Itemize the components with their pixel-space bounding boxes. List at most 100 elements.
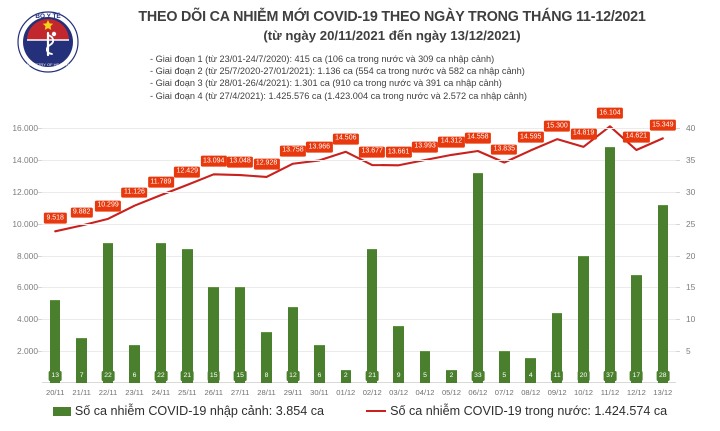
- y-axis-left-tickmark: [38, 128, 42, 129]
- y-axis-left-tickmark: [38, 223, 42, 225]
- bar-10-12[interactable]: [578, 255, 589, 383]
- y-axis-right-tick: 25: [686, 218, 696, 229]
- y-axis-left-tickmark: [38, 159, 42, 161]
- x-axis-label-01-12: 01/12: [336, 388, 356, 397]
- y-axis-right-tick: 35: [686, 154, 696, 165]
- bar-cap: [102, 242, 114, 244]
- y-axis-right-tickmark: [676, 351, 680, 353]
- y-axis-right-tick: 40: [686, 123, 696, 133]
- bar-04-12[interactable]: [419, 351, 431, 383]
- bar-20-11[interactable]: [49, 300, 61, 383]
- line-value-label: 13.966: [306, 142, 333, 153]
- gridline: [42, 191, 676, 193]
- line-value-label: 14.819: [570, 128, 597, 140]
- bar-cap: [129, 344, 140, 346]
- y-axis-left-tick: 16.000: [12, 123, 38, 133]
- bar-cap: [261, 332, 272, 333]
- bar-value-label: 5: [499, 370, 509, 381]
- bar-28-11[interactable]: [261, 332, 272, 383]
- bar-03-12[interactable]: [393, 325, 404, 383]
- x-axis-label-26-11: 26/11: [204, 388, 223, 397]
- bar-21-11[interactable]: [76, 338, 87, 383]
- bar-value-label: 6: [129, 370, 139, 381]
- legend-swatch-bar-icon: [52, 406, 71, 416]
- bar-09-12[interactable]: [551, 312, 563, 383]
- bar-cap: [314, 344, 325, 346]
- x-axis-label-05-12: 05/12: [441, 388, 461, 397]
- y-axis-right-tickmark: [676, 191, 680, 193]
- line-value-label: 13.993: [411, 141, 439, 153]
- bar-13-12[interactable]: [657, 204, 669, 383]
- phase-line-2: - Giai đoạn 2 (từ 25/7/2020-27/01/2021):…: [150, 66, 525, 77]
- x-axis-label-07-12: 07/12: [494, 388, 514, 397]
- y-axis-left-tickmark: [38, 351, 42, 353]
- y-axis-left-tickmark: [38, 191, 42, 193]
- line-value-label: 9.518: [44, 212, 67, 224]
- x-axis-line: [42, 382, 676, 383]
- line-value-label: 12.928: [253, 158, 280, 170]
- bar-cap: [472, 172, 484, 174]
- bar-value-label: 17: [630, 370, 643, 381]
- y-axis-left-tick: 8.000: [17, 250, 38, 261]
- bar-value-label: 6: [314, 370, 324, 381]
- bar-11-12[interactable]: [604, 147, 616, 383]
- bar-cap: [631, 274, 642, 276]
- bar-value-label: 21: [180, 370, 194, 381]
- x-axis-label-24-11: 24/11: [151, 388, 171, 397]
- x-axis-label-08-12: 08/12: [521, 388, 541, 397]
- x-axis-label-21-11: 21/11: [72, 388, 91, 397]
- chart-header: BỘ Y TẾ MINISTRY OF HEALTH THEO DÕI CA N…: [0, 0, 720, 112]
- bar-cap: [49, 300, 61, 302]
- line-value-label: 9.882: [70, 207, 93, 218]
- bar-cap: [419, 351, 431, 353]
- bar-25-11[interactable]: [182, 249, 193, 383]
- bar-02-12[interactable]: [366, 249, 378, 383]
- legend-swatch-line-icon: [366, 409, 387, 413]
- y-axis-left-tick: 14.000: [12, 154, 38, 165]
- x-axis-label-06-12: 06/12: [468, 388, 488, 397]
- bar-06-12[interactable]: [472, 172, 484, 383]
- y-axis-left-tickmark: [38, 255, 42, 257]
- x-axis-label-25-11: 25/11: [178, 388, 197, 397]
- bar-value-label: 15: [207, 370, 221, 381]
- bar-value-label: 22: [101, 370, 115, 381]
- logo-text-bottom: MINISTRY OF HEALTH: [27, 62, 69, 67]
- bar-value-label: 20: [577, 370, 590, 381]
- bar-24-11[interactable]: [155, 242, 167, 383]
- phase-list: - Giai đoạn 1 (từ 23/01-24/7/2020): 415 …: [150, 53, 690, 102]
- gridline: [42, 128, 676, 129]
- bar-cap: [287, 306, 299, 308]
- line-value-label: 14.621: [623, 131, 650, 143]
- bar-29-11[interactable]: [287, 306, 299, 383]
- bar-23-11[interactable]: [129, 344, 140, 383]
- line-series-svg: [54, 125, 664, 233]
- bar-cap: [578, 255, 589, 257]
- y-axis-right-tick: 15: [686, 282, 696, 293]
- y-axis-right-tickmark: [676, 159, 680, 161]
- line-value-label: 13.048: [227, 156, 254, 168]
- line-value-label: 14.506: [332, 133, 359, 145]
- x-axis-label-09-12: 09/12: [547, 388, 567, 397]
- bar-12-12[interactable]: [631, 274, 642, 383]
- bar-07-12[interactable]: [499, 351, 510, 383]
- bar-08-12[interactable]: [525, 357, 536, 383]
- y-axis-left-tick: 10.000: [12, 218, 38, 229]
- bar-30-11[interactable]: [314, 344, 325, 383]
- bar-value-label: 12: [286, 370, 300, 381]
- bar-26-11[interactable]: [208, 287, 219, 383]
- bar-value-label: 33: [471, 370, 485, 381]
- bar-27-11[interactable]: [234, 287, 246, 383]
- line-value-label: 15.349: [649, 120, 676, 131]
- y-axis-left-tick: 4.000: [17, 314, 38, 325]
- x-axis-label-10-12: 10/12: [574, 388, 594, 397]
- bar-cap: [155, 242, 167, 244]
- bar-22-11[interactable]: [102, 242, 114, 383]
- gridline: [42, 159, 676, 161]
- bar-value-label: 28: [656, 370, 670, 381]
- bar-value-label: 4: [526, 370, 536, 381]
- line-value-label: 11.789: [148, 176, 174, 188]
- y-axis-left-tick: 6.000: [17, 282, 38, 293]
- bar-cap: [182, 249, 193, 251]
- page-title: THEO DÕI CA NHIỄM MỚI COVID-19 THEO NGÀY…: [138, 9, 646, 25]
